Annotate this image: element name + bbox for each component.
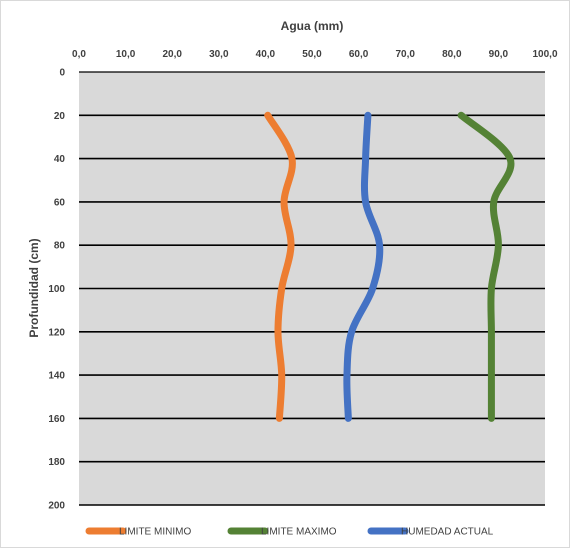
x-tick-label: 50,0 bbox=[302, 49, 322, 60]
x-tick-label: 90,0 bbox=[489, 49, 509, 60]
y-tick-label: 140 bbox=[48, 371, 65, 382]
series-layer bbox=[264, 111, 515, 422]
y-tick-label: 0 bbox=[59, 68, 65, 79]
x-tick-label: 10,0 bbox=[116, 49, 136, 60]
y-tick-label: 200 bbox=[48, 501, 65, 512]
y-tick-label: 80 bbox=[54, 241, 66, 252]
y-tick-label: 160 bbox=[48, 414, 65, 425]
series-line-2 bbox=[343, 111, 384, 422]
y-tick-label: 100 bbox=[48, 284, 65, 295]
x-tick-label: 30,0 bbox=[209, 49, 229, 60]
series-line-1 bbox=[457, 111, 515, 422]
x-tick-label: 60,0 bbox=[349, 49, 369, 60]
x-axis-title: Agua (mm) bbox=[281, 19, 344, 33]
x-tick-label: 0,0 bbox=[72, 49, 86, 60]
x-tick-label: 100,0 bbox=[532, 49, 557, 60]
y-axis-title: Profundidad (cm) bbox=[27, 238, 41, 337]
y-tick-label: 20 bbox=[54, 111, 66, 122]
y-tick-label: 60 bbox=[54, 197, 66, 208]
x-tick-label: 70,0 bbox=[395, 49, 415, 60]
y-tick-label: 180 bbox=[48, 457, 65, 468]
legend: LIMITE MINIMO LIMITE MAXIMO HUMEDAD ACTUAL bbox=[85, 527, 494, 538]
x-tick-label: 40,0 bbox=[256, 49, 276, 60]
axes-layer: 0 20 40 60 80 100 120 140 160 180 200 0,0 10,0 20,0 30… bbox=[48, 49, 558, 512]
y-tick-label: 40 bbox=[54, 154, 66, 165]
grid-layer bbox=[79, 114, 545, 506]
x-tick-label: 20,0 bbox=[162, 49, 182, 60]
legend-label-1: LIMITE MAXIMO bbox=[261, 527, 337, 538]
legend-label-0: LIMITE MINIMO bbox=[119, 527, 191, 538]
legend-label-2: HUMEDAD ACTUAL bbox=[401, 527, 494, 538]
series-line-0 bbox=[264, 111, 296, 422]
y-tick-label: 120 bbox=[48, 327, 65, 338]
x-tick-label: 80,0 bbox=[442, 49, 462, 60]
